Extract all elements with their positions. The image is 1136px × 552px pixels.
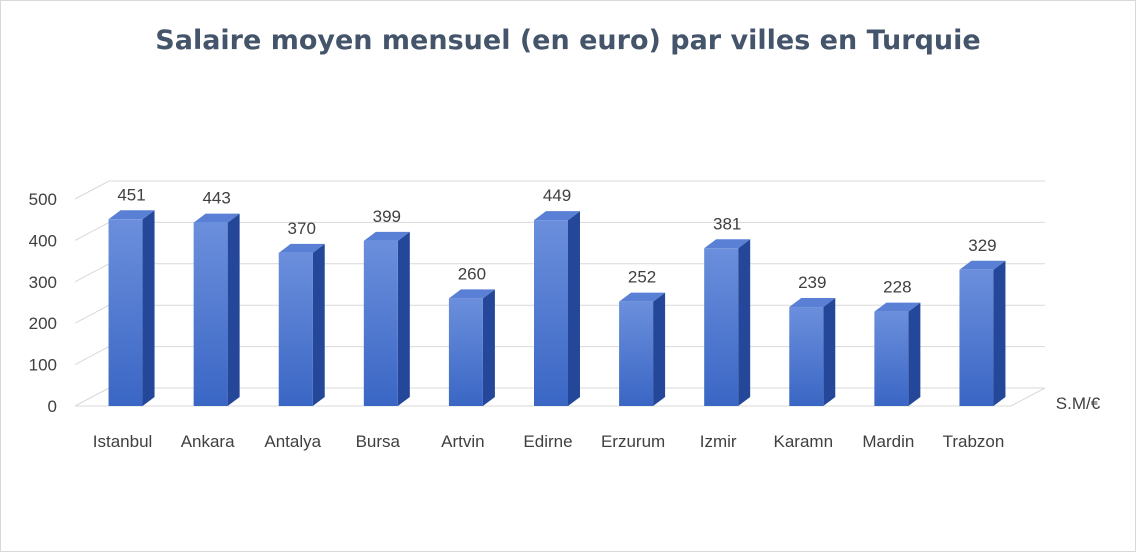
bar-top — [363, 231, 410, 241]
bar — [704, 248, 739, 406]
series-axis-label: S.M/€ — [1056, 394, 1101, 413]
bar-side — [568, 211, 580, 406]
data-label: 260 — [458, 264, 486, 283]
x-tick-label: Ankara — [181, 432, 235, 451]
bar — [363, 240, 398, 406]
data-label: 239 — [798, 273, 826, 292]
data-label: 443 — [202, 189, 230, 208]
y-tick-label: 100 — [29, 356, 57, 375]
y-tick-label: 0 — [48, 397, 57, 416]
bar-side — [908, 302, 921, 406]
chart-title: Salaire moyen mensuel (en euro) par vill… — [155, 25, 981, 56]
bar-top — [278, 243, 325, 253]
bar-side — [482, 289, 495, 406]
bar-side — [823, 298, 836, 406]
x-tick-label: Mardin — [862, 432, 914, 451]
data-label: 228 — [883, 278, 911, 297]
data-label: 381 — [713, 214, 741, 233]
bar-top — [959, 260, 1006, 270]
bar-side — [738, 239, 751, 406]
bar-top — [193, 213, 240, 223]
bar-top — [874, 302, 921, 312]
gridline-depth — [74, 221, 110, 241]
x-tick-label: Artvin — [441, 432, 484, 451]
bar-side — [653, 292, 666, 406]
x-tick-label: Karamn — [774, 432, 834, 451]
bar-side — [397, 231, 410, 406]
bar — [448, 298, 483, 406]
y-tick-label: 300 — [29, 273, 57, 292]
bar — [193, 222, 228, 406]
bar — [108, 219, 143, 406]
gridline-depth — [74, 263, 110, 283]
gridline-depth — [74, 304, 110, 324]
data-label: 451 — [117, 185, 145, 204]
x-tick-label: Antalya — [264, 432, 321, 451]
bar-side — [227, 213, 240, 406]
bar — [278, 252, 313, 406]
x-tick-label: Bursa — [356, 432, 401, 451]
y-tick-label: 200 — [29, 314, 57, 333]
x-tick-label: Erzurum — [601, 432, 665, 451]
bar — [959, 269, 994, 406]
bar — [619, 301, 654, 406]
bar — [789, 307, 824, 406]
bar-top — [108, 210, 155, 220]
y-tick-label: 400 — [29, 231, 57, 250]
data-label: 449 — [543, 186, 571, 205]
x-tick-label: Istanbul — [93, 432, 153, 451]
bar-side — [312, 243, 325, 406]
gridline-depth — [74, 180, 110, 200]
bar-top — [534, 211, 580, 221]
bar — [874, 311, 909, 406]
data-label: 252 — [628, 268, 656, 287]
floor-right-edge — [1010, 387, 1046, 407]
gridline-depth — [74, 346, 110, 366]
bar-top — [704, 239, 751, 249]
data-label: 329 — [968, 236, 996, 255]
x-tick-label: Izmir — [700, 432, 737, 451]
data-label: 399 — [373, 207, 401, 226]
bar-top — [448, 289, 495, 299]
bar-top — [789, 298, 836, 308]
bar — [534, 220, 568, 406]
gridline-depth — [74, 387, 110, 407]
bar-top — [619, 292, 666, 302]
data-label: 370 — [288, 219, 316, 238]
bar-side — [142, 210, 155, 406]
x-tick-label: Edirne — [523, 432, 572, 451]
bar-side — [993, 260, 1006, 406]
y-tick-label: 500 — [29, 190, 57, 209]
x-tick-label: Trabzon — [943, 432, 1005, 451]
